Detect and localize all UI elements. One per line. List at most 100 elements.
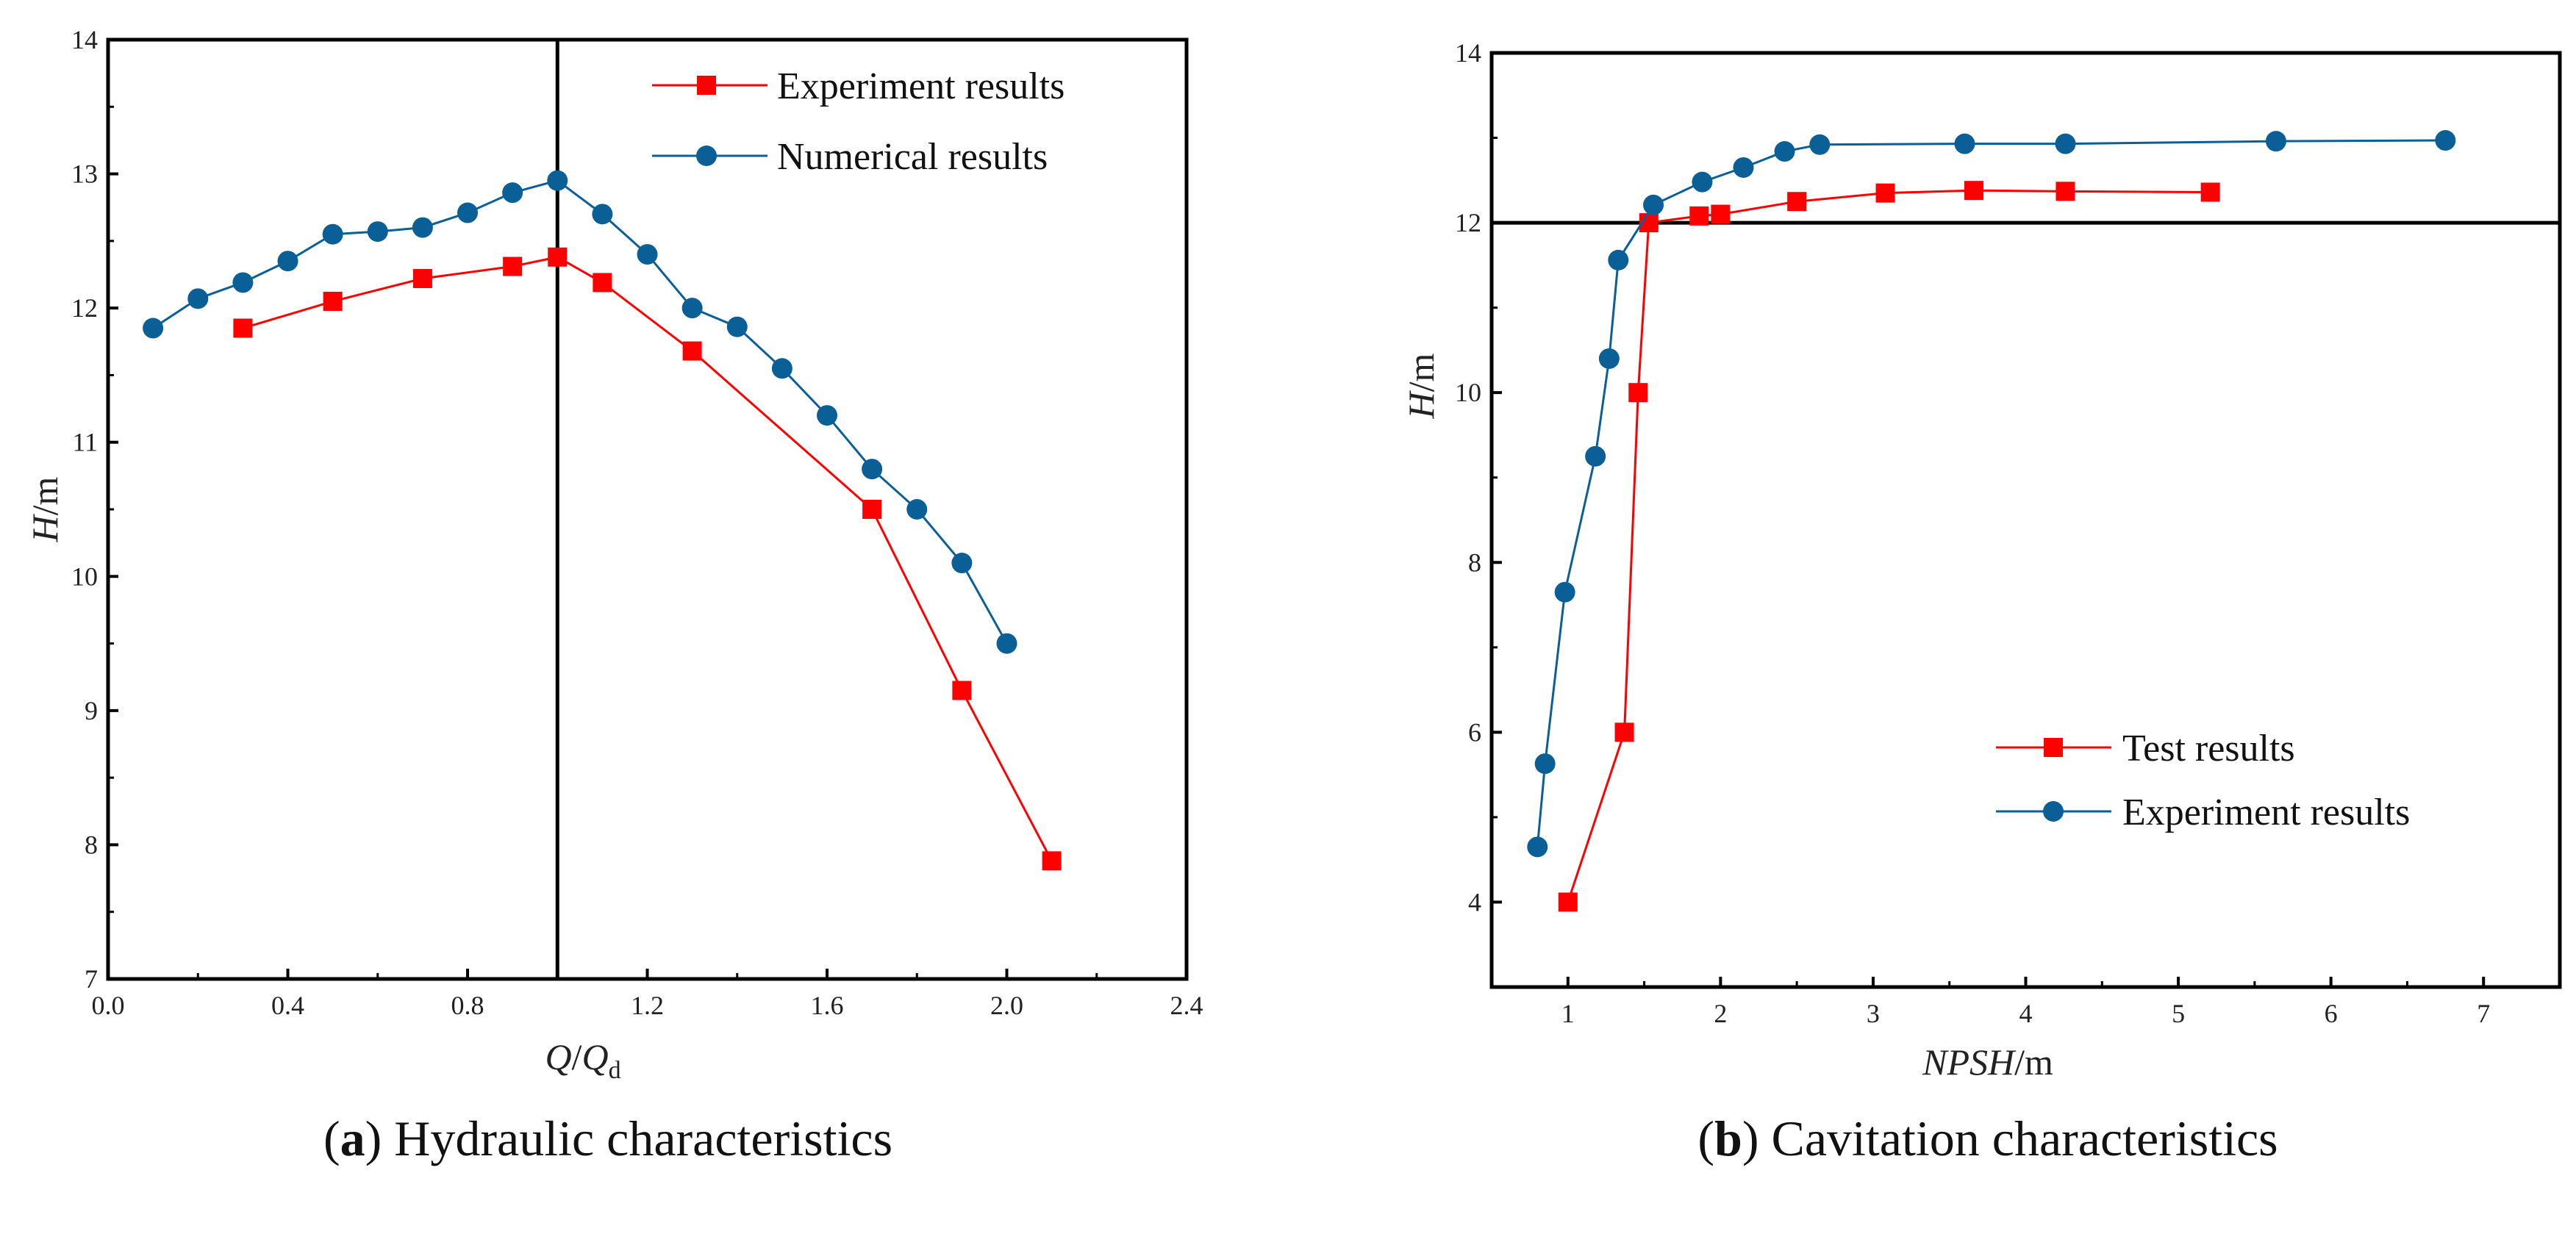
data-point (233, 318, 253, 338)
x-tick-label: 0.4 (271, 991, 304, 1020)
x-tick-label: 4 (2019, 999, 2033, 1028)
data-point (1875, 183, 1895, 203)
data-point (2265, 131, 2286, 152)
y-axis-title-a: H/m (24, 476, 65, 542)
y-tick-label: 12 (1455, 208, 1481, 237)
data-point (1692, 171, 1713, 193)
data-point (1809, 134, 1831, 155)
x-tick-label: 5 (2172, 999, 2185, 1028)
data-point (1527, 836, 1548, 858)
legend-label-a-0: Experiment results (777, 65, 1065, 107)
legend-label-b-0: Test results (2122, 728, 2295, 769)
x-tick-label: 3 (1867, 999, 1880, 1028)
series-line (152, 179, 1008, 645)
data-point (951, 553, 973, 574)
y-tick-label: 11 (72, 428, 98, 457)
data-point (996, 633, 1017, 654)
data-point (1628, 383, 1648, 403)
series-experiment-results (233, 247, 1062, 871)
data-point (143, 317, 164, 339)
data-point (593, 273, 612, 293)
data-point (1643, 194, 1664, 215)
y-tick-label: 14 (1455, 38, 1481, 68)
data-point (1733, 157, 1754, 178)
x-tick-label: 0.8 (451, 991, 484, 1020)
data-point (592, 204, 613, 225)
legend-marker (2043, 801, 2064, 822)
data-point (681, 298, 703, 319)
data-point (548, 247, 568, 267)
x-tick-label: 1 (1561, 999, 1575, 1028)
legend-label-a-1: Numerical results (777, 136, 1048, 178)
data-point (682, 341, 702, 361)
data-point (2435, 130, 2456, 151)
x-tick-label: 7 (2477, 999, 2490, 1028)
plot-frame (1489, 51, 2562, 989)
y-tick-label: 7 (85, 964, 98, 994)
y-tick-label: 8 (1468, 548, 1481, 577)
x-tick-label: 2.0 (990, 991, 1023, 1020)
legend-label-b-1: Experiment results (2122, 792, 2410, 833)
data-point (1787, 192, 1807, 212)
data-point (862, 459, 883, 480)
data-point (277, 251, 298, 272)
series-numerical-results (143, 170, 1017, 654)
y-tick-label: 14 (71, 25, 98, 54)
series-test-results (1558, 181, 2220, 912)
data-point (1534, 753, 1556, 775)
x-tick-label: 2 (1714, 999, 1727, 1028)
legend-marker (696, 146, 717, 166)
data-point (1774, 141, 1795, 162)
data-point (503, 256, 523, 276)
y-tick-label: 6 (1468, 717, 1481, 747)
x-axis-title-b: NPSH/m (1922, 1041, 2053, 1083)
data-point (1554, 581, 1575, 603)
y-tick-label: 12 (71, 293, 98, 323)
data-point (1598, 348, 1620, 369)
data-point (2200, 182, 2220, 202)
data-point (906, 499, 928, 520)
y-tick-label: 10 (1455, 378, 1481, 407)
data-point (1964, 181, 1983, 201)
data-point (412, 268, 432, 288)
data-point (952, 681, 972, 700)
y-axis-title-b: H/m (1400, 353, 1442, 419)
data-point (817, 405, 837, 426)
y-tick-label: 9 (85, 696, 98, 725)
data-point (771, 358, 793, 379)
data-point (2055, 133, 2076, 154)
data-point (1954, 133, 1975, 154)
data-point (367, 221, 388, 243)
x-tick-label: 6 (2325, 999, 2338, 1028)
data-point (547, 170, 568, 191)
data-point (726, 316, 748, 337)
series-line (1536, 139, 2446, 847)
plot-frame (106, 37, 1189, 981)
data-point (232, 272, 254, 293)
data-point (412, 217, 433, 238)
data-point (2056, 182, 2075, 201)
x-tick-label: 0.0 (92, 991, 125, 1020)
data-point (1608, 249, 1629, 270)
series-line (242, 256, 1053, 862)
data-point (323, 292, 343, 312)
data-point (1042, 851, 1062, 871)
x-tick-label: 2.4 (1170, 991, 1203, 1020)
data-point (502, 182, 523, 204)
x-axis-title-a: Q/Qd (545, 1036, 620, 1084)
y-tick-label: 10 (71, 561, 98, 591)
hydraulic-chart: 0.0 0.4 0.8 1.2 1.6 2.0 2.4 7 8 9 10 11 12 13 14 (71, 25, 1203, 1020)
data-point (1689, 206, 1709, 226)
data-point (637, 244, 658, 265)
x-tick-label: 1.6 (811, 991, 844, 1020)
caption-b: (b) Cavitation characteristics (1697, 1111, 2278, 1166)
data-point (862, 500, 882, 519)
data-point (322, 223, 343, 245)
data-point (187, 288, 209, 309)
data-point (1614, 722, 1634, 742)
series-line (1567, 189, 2211, 903)
x-tick-label: 1.2 (631, 991, 664, 1020)
data-point (457, 202, 478, 223)
